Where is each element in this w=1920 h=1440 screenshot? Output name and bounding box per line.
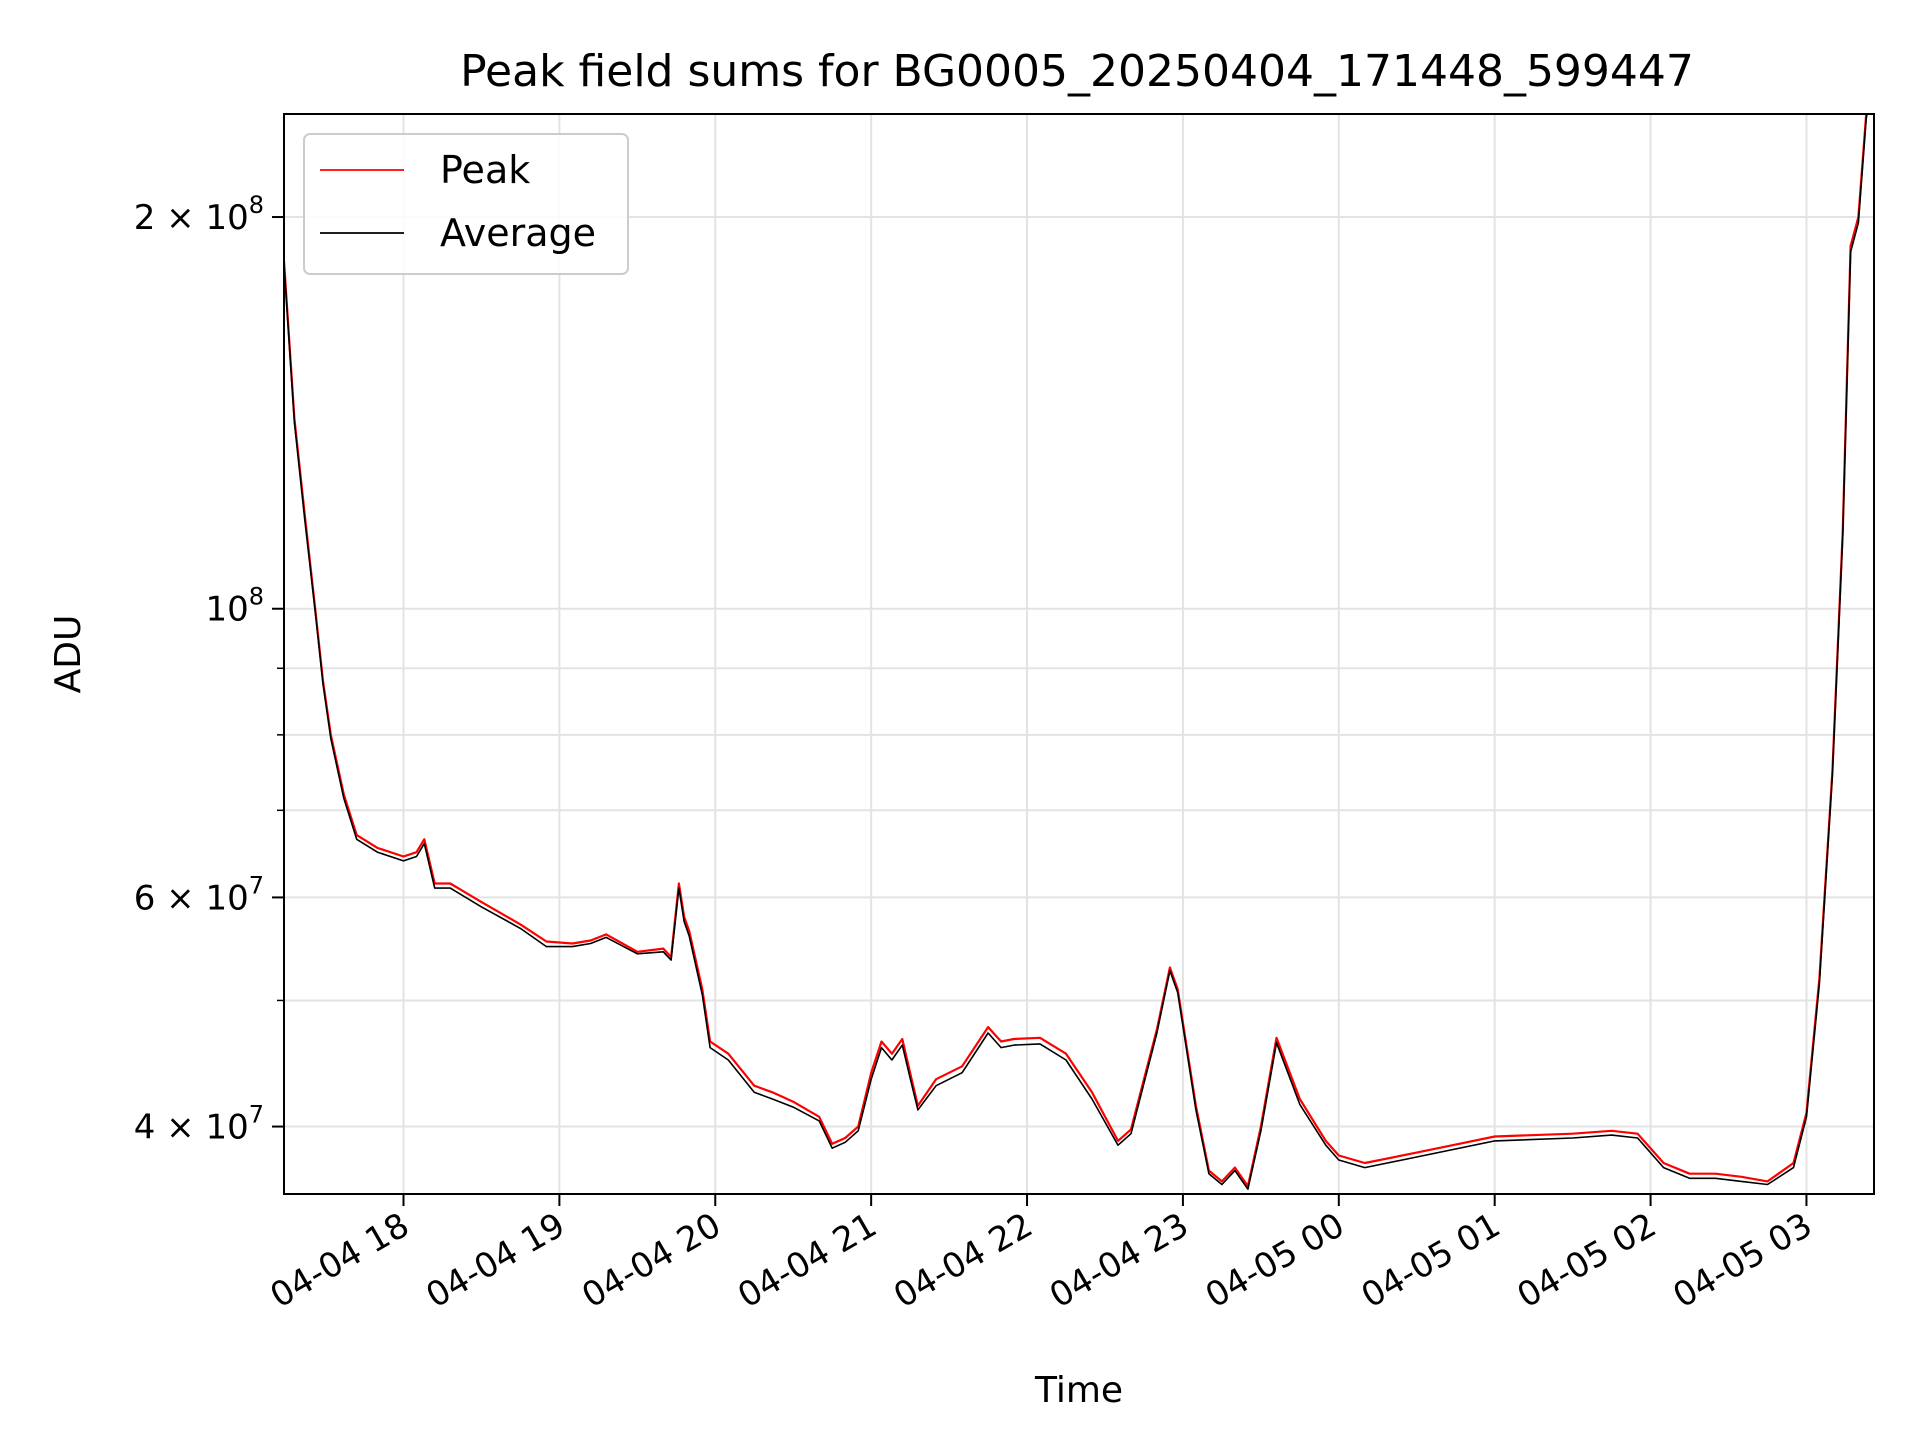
grid [284,114,1874,1194]
y-axis: 4 × 107 6 × 107 108 2 × 108 [134,191,284,1148]
legend-label-average: Average [440,211,596,255]
x-axis-label: Time [1034,1370,1123,1411]
chart-title: Peak field sums for BG0005_20250404_1714… [460,46,1694,97]
series-layer [284,114,1868,1190]
y-axis-label: ADU [48,615,89,694]
legend: Peak Average [303,133,629,275]
y-tick-label: 6 × 107 [134,871,264,918]
legend-label-peak: Peak [440,148,530,192]
series-line-average [284,114,1868,1190]
series-line-peak [284,114,1868,1188]
y-tick-label: 108 [205,583,264,630]
y-tick-label: 4 × 107 [134,1101,264,1148]
legend-box [303,133,629,275]
plot-frame [283,113,1875,1195]
y-tick-label: 2 × 108 [134,191,264,238]
